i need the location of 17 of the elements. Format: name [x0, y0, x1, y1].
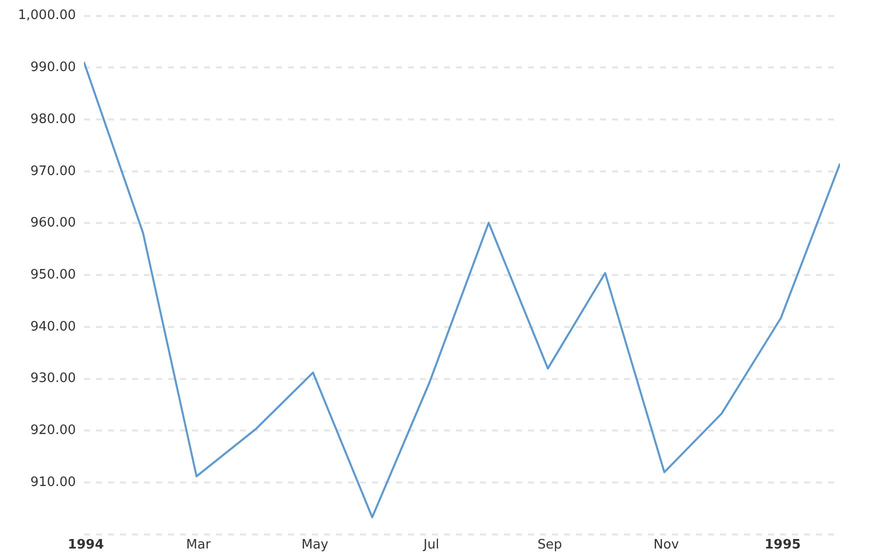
x-tick-label: Jul	[422, 538, 440, 553]
x-tick-label: Nov	[654, 538, 680, 553]
x-tick-label: Sep	[538, 538, 562, 553]
y-tick-label: 920.00	[30, 423, 76, 438]
y-tick-label: 940.00	[30, 319, 76, 334]
y-tick-label: 930.00	[30, 371, 76, 386]
y-tick-label: 1,000.00	[18, 8, 76, 24]
x-tick-label: May	[301, 538, 329, 553]
y-tick-label: 980.00	[30, 112, 76, 127]
y-tick-label: 990.00	[30, 60, 76, 76]
x-tick-label: 1995	[764, 538, 801, 553]
y-tick-label: 960.00	[30, 216, 76, 231]
y-tick-label: 910.00	[30, 474, 76, 490]
x-tick-label: Mar	[186, 538, 212, 553]
x-tick-label: 1994	[68, 538, 104, 553]
y-tick-label: 970.00	[30, 164, 76, 179]
y-tick-label: 950.00	[30, 267, 76, 282]
